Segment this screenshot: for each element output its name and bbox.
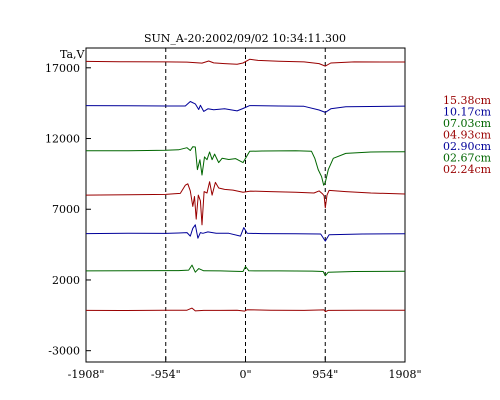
legend-entry: 04.93cm <box>443 129 492 142</box>
series-line-15.38cm <box>85 58 406 67</box>
chart-title: SUN_A-20:2002/09/02 10:34:11.300 <box>144 32 346 45</box>
legend-entry: 02.24cm <box>443 163 492 176</box>
series-line-02.67cm <box>85 264 406 277</box>
y-tick-label: 17000 <box>45 62 80 75</box>
legend-entry: 07.03cm <box>443 117 492 130</box>
x-axis: -1908" -954" 0" 954" 1908" <box>68 357 422 381</box>
legend-entry: 15.38cm <box>443 94 492 107</box>
series-line-02.90cm <box>85 224 406 242</box>
legend-entry: 02.67cm <box>443 152 492 165</box>
y-tick-label: 7000 <box>52 203 80 216</box>
x-tick-label: 954" <box>312 368 338 381</box>
legend: 15.38cm10.17cm07.03cm04.93cm02.90cm02.67… <box>443 94 492 176</box>
x-tick-label: -1908" <box>68 368 105 381</box>
y-axis-label: Ta,V <box>60 48 86 61</box>
y-tick-label: 2000 <box>52 274 80 287</box>
series-line-04.93cm <box>85 181 406 226</box>
reference-lines <box>165 48 326 362</box>
y-tick-label: 12000 <box>45 133 80 146</box>
x-tick-label: -954" <box>151 368 181 381</box>
legend-entry: 02.90cm <box>443 140 492 153</box>
series-line-10.17cm <box>85 101 406 113</box>
x-tick-label: 1908" <box>388 368 421 381</box>
series-group <box>85 58 406 313</box>
y-tick-label: -3000 <box>48 345 80 358</box>
series-line-07.03cm <box>85 146 406 186</box>
y-axis: 17000 12000 7000 2000 -3000 <box>45 62 91 358</box>
x-tick-label: 0" <box>239 368 251 381</box>
series-line-02.24cm <box>85 307 405 313</box>
legend-entry: 10.17cm <box>443 106 492 119</box>
